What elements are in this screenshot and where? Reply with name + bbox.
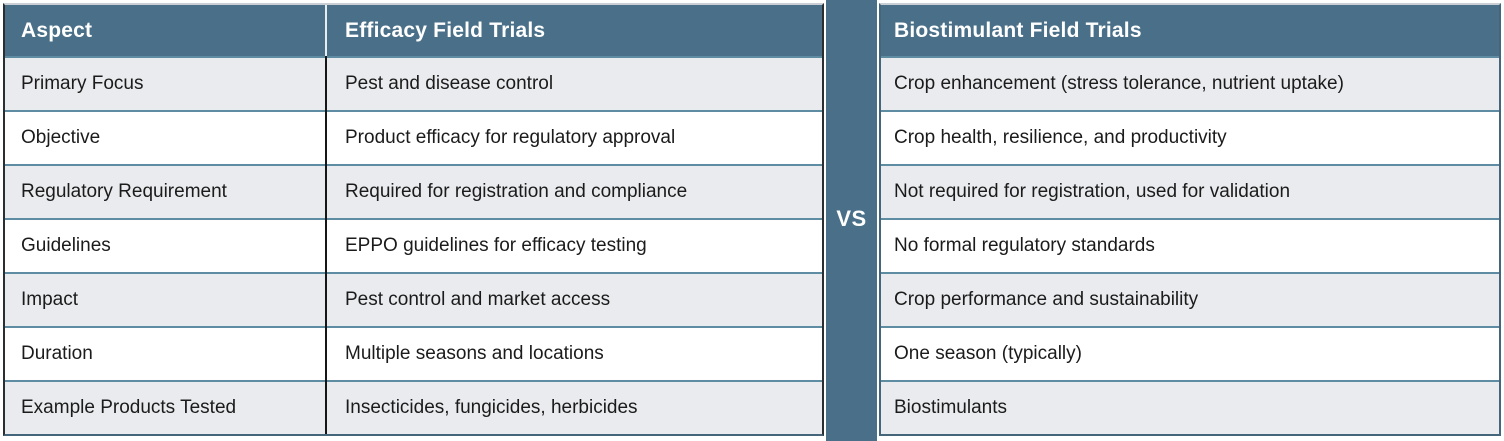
value-cell: No formal regulatory standards bbox=[894, 235, 1155, 256]
aspect-cell: Guidelines bbox=[21, 235, 111, 256]
efficacy-trials-table: Aspect Efficacy Field Trials Primary Foc… bbox=[3, 3, 824, 436]
biostimulant-trials-table: Biostimulant Field Trials Crop enhanceme… bbox=[879, 3, 1501, 436]
right-table-header-row: Biostimulant Field Trials bbox=[881, 5, 1499, 56]
value-cell: Crop performance and sustainability bbox=[894, 289, 1199, 310]
value-cell: Pest control and market access bbox=[345, 289, 611, 310]
table-row: Example Products Tested Insecticides, fu… bbox=[5, 380, 822, 434]
value-cell: Insecticides, fungicides, herbicides bbox=[345, 397, 638, 418]
table-row: Objective Product efficacy for regulator… bbox=[5, 110, 822, 164]
value-cell: EPPO guidelines for efficacy testing bbox=[345, 235, 647, 256]
left-table-body: Primary Focus Pest and disease control O… bbox=[5, 56, 822, 434]
table-row: Regulatory Requirement Required for regi… bbox=[5, 164, 822, 218]
table-row: Guidelines EPPO guidelines for efficacy … bbox=[5, 218, 822, 272]
table-row: No formal regulatory standards bbox=[881, 218, 1499, 272]
value-cell: Crop health, resilience, and productivit… bbox=[894, 127, 1227, 148]
vs-label: VS bbox=[836, 205, 867, 231]
right-table-body: Crop enhancement (stress tolerance, nutr… bbox=[881, 56, 1499, 434]
value-cell: Multiple seasons and locations bbox=[345, 343, 604, 364]
header-column-divider bbox=[325, 5, 327, 56]
table-row: Crop enhancement (stress tolerance, nutr… bbox=[881, 56, 1499, 110]
table-row: Primary Focus Pest and disease control bbox=[5, 56, 822, 110]
table-row: Duration Multiple seasons and locations bbox=[5, 326, 822, 380]
value-cell: Biostimulants bbox=[894, 397, 1007, 418]
aspect-cell: Duration bbox=[21, 343, 93, 364]
table-row: Impact Pest control and market access bbox=[5, 272, 822, 326]
value-cell: One season (typically) bbox=[894, 343, 1082, 364]
efficacy-column-header: Efficacy Field Trials bbox=[345, 18, 546, 42]
biostimulant-column-header: Biostimulant Field Trials bbox=[894, 18, 1142, 42]
aspect-cell: Regulatory Requirement bbox=[21, 181, 227, 202]
aspect-cell: Example Products Tested bbox=[21, 397, 237, 418]
table-row: One season (typically) bbox=[881, 326, 1499, 380]
aspect-cell: Primary Focus bbox=[21, 73, 144, 94]
value-cell: Crop enhancement (stress tolerance, nutr… bbox=[894, 73, 1344, 94]
value-cell: Product efficacy for regulatory approval bbox=[345, 127, 676, 148]
aspect-column-header: Aspect bbox=[21, 18, 93, 42]
table-row: Not required for registration, used for … bbox=[881, 164, 1499, 218]
vs-divider-bar: VS bbox=[826, 0, 877, 441]
value-cell: Required for registration and compliance bbox=[345, 181, 688, 202]
table-row: Biostimulants bbox=[881, 380, 1499, 434]
aspect-cell: Impact bbox=[21, 289, 79, 310]
aspect-cell: Objective bbox=[21, 127, 101, 148]
body-column-divider bbox=[325, 56, 327, 434]
table-row: Crop performance and sustainability bbox=[881, 272, 1499, 326]
table-row: Crop health, resilience, and productivit… bbox=[881, 110, 1499, 164]
value-cell: Not required for registration, used for … bbox=[894, 181, 1291, 202]
value-cell: Pest and disease control bbox=[345, 73, 554, 94]
left-table-header-row: Aspect Efficacy Field Trials bbox=[5, 5, 822, 56]
